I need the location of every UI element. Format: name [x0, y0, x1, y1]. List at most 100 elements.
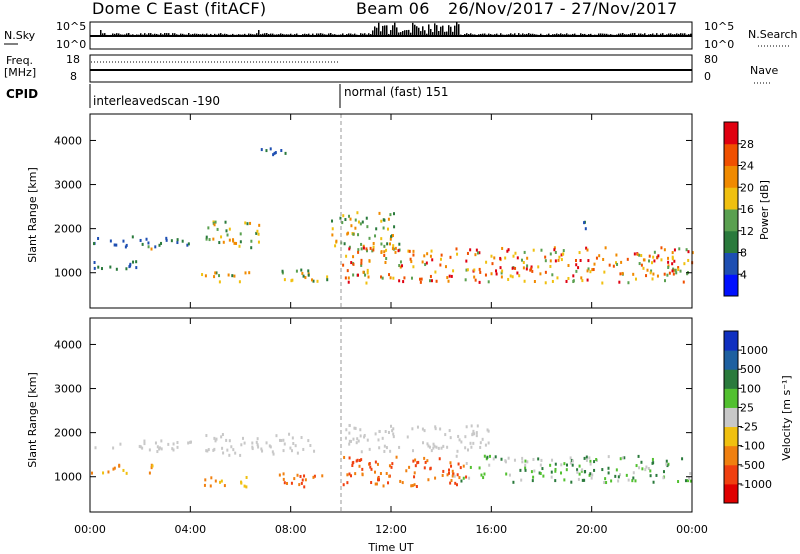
- velocity-cell: [638, 466, 641, 470]
- power-cell: [274, 151, 277, 155]
- cpid-label: CPID: [6, 87, 38, 101]
- nsky-bar: [102, 33, 104, 36]
- velocity-cell: [421, 427, 424, 431]
- nsky-bar: [386, 25, 388, 36]
- power-cell: [344, 276, 347, 280]
- power-cell: [218, 241, 221, 245]
- nsky-bar: [396, 27, 398, 36]
- velocity-cell: [588, 473, 591, 477]
- nsky-bar: [210, 33, 212, 36]
- power-cell: [595, 256, 598, 260]
- power-cell: [250, 239, 253, 243]
- velocity-cell: [441, 473, 444, 477]
- velocity-cell: [589, 459, 592, 463]
- velocity-cell: [346, 473, 349, 477]
- power-cell: [679, 269, 682, 273]
- x-tick-label: 04:00: [174, 523, 206, 536]
- velocity-cell: [532, 457, 535, 461]
- velocity-cell: [391, 429, 394, 433]
- power-cell: [572, 274, 575, 278]
- power-cell: [412, 249, 415, 253]
- velocity-cell: [454, 481, 457, 485]
- velocity-cell: [462, 476, 465, 480]
- velocity-cell: [423, 429, 426, 433]
- nsky-bar: [428, 24, 430, 36]
- velocity-cell: [352, 437, 355, 441]
- power-cell: [439, 263, 442, 267]
- velocity-cell: [645, 465, 648, 469]
- power-cell: [257, 232, 260, 236]
- power-cell: [125, 267, 128, 271]
- velocity-cell: [452, 472, 455, 476]
- power-cell: [381, 276, 384, 280]
- power-cell: [660, 246, 663, 250]
- velocity-cell: [220, 479, 223, 483]
- power-cell: [419, 280, 422, 284]
- velocity-cell: [213, 447, 216, 451]
- velocity-cell: [370, 467, 373, 471]
- power-cell: [544, 255, 547, 259]
- power-cell: [331, 227, 334, 231]
- velocity-cell: [531, 479, 534, 483]
- velocity-cell: [112, 467, 115, 471]
- velocity-cell: [430, 449, 433, 453]
- power-cell: [239, 232, 242, 236]
- power-cell: [344, 218, 347, 222]
- velocity-cell: [220, 435, 223, 439]
- velocity-cell: [585, 458, 588, 462]
- velocity-cell: [513, 458, 516, 462]
- power-cell: [365, 216, 368, 220]
- power-cell: [201, 273, 204, 277]
- power-cell: [272, 153, 275, 157]
- power-cell: [653, 250, 656, 254]
- velocity-cell: [593, 460, 596, 464]
- power-cell: [357, 250, 360, 254]
- velocity-cell: [475, 431, 478, 435]
- velocity-cell: [150, 466, 153, 470]
- velocity-cell: [486, 428, 489, 432]
- x-tick-label: 08:00: [275, 523, 307, 536]
- velocity-y-tick-label: 2000: [54, 427, 82, 440]
- nsky-bar: [268, 33, 270, 36]
- nave-tick-bottom: 0: [704, 70, 711, 83]
- velocity-cell: [390, 465, 393, 469]
- velocity-cell: [143, 439, 146, 443]
- velocity-cell: [303, 485, 306, 489]
- nsky-bar: [676, 33, 678, 36]
- nsky-bar: [392, 25, 394, 36]
- power-colorbar-tick-label: 28: [740, 138, 754, 151]
- power-cell: [382, 218, 385, 222]
- velocity-cell: [255, 440, 258, 444]
- nsearch-tick-top: 10^5: [704, 20, 734, 33]
- velocity-cell: [446, 445, 449, 449]
- nsky-bar: [398, 32, 400, 36]
- nsky-bar: [540, 33, 542, 36]
- velocity-cell: [453, 474, 456, 478]
- freq-panel-frame: [89, 54, 693, 83]
- power-cell: [673, 259, 676, 263]
- velocity-cell: [505, 472, 508, 476]
- power-cell: [672, 272, 675, 276]
- velocity-cell: [399, 479, 402, 483]
- power-cell: [419, 277, 422, 281]
- nsky-bar: [630, 33, 632, 36]
- velocity-cell: [619, 473, 622, 477]
- power-cell: [500, 271, 503, 275]
- power-cell: [360, 247, 363, 251]
- power-cell: [207, 226, 210, 230]
- velocity-cell: [167, 442, 170, 446]
- velocity-cell: [230, 445, 233, 449]
- power-cell: [429, 274, 432, 278]
- velocity-cell: [354, 426, 357, 430]
- velocity-cell: [623, 456, 626, 460]
- power-cell: [589, 270, 592, 274]
- power-cell: [399, 265, 402, 269]
- velocity-cell: [614, 474, 617, 478]
- velocity-cell: [524, 466, 527, 470]
- power-cell: [165, 236, 168, 240]
- power-cell: [473, 268, 476, 272]
- power-cell: [366, 268, 369, 272]
- nsky-bar: [388, 33, 390, 36]
- velocity-cell: [489, 454, 492, 458]
- velocity-cell: [470, 424, 473, 428]
